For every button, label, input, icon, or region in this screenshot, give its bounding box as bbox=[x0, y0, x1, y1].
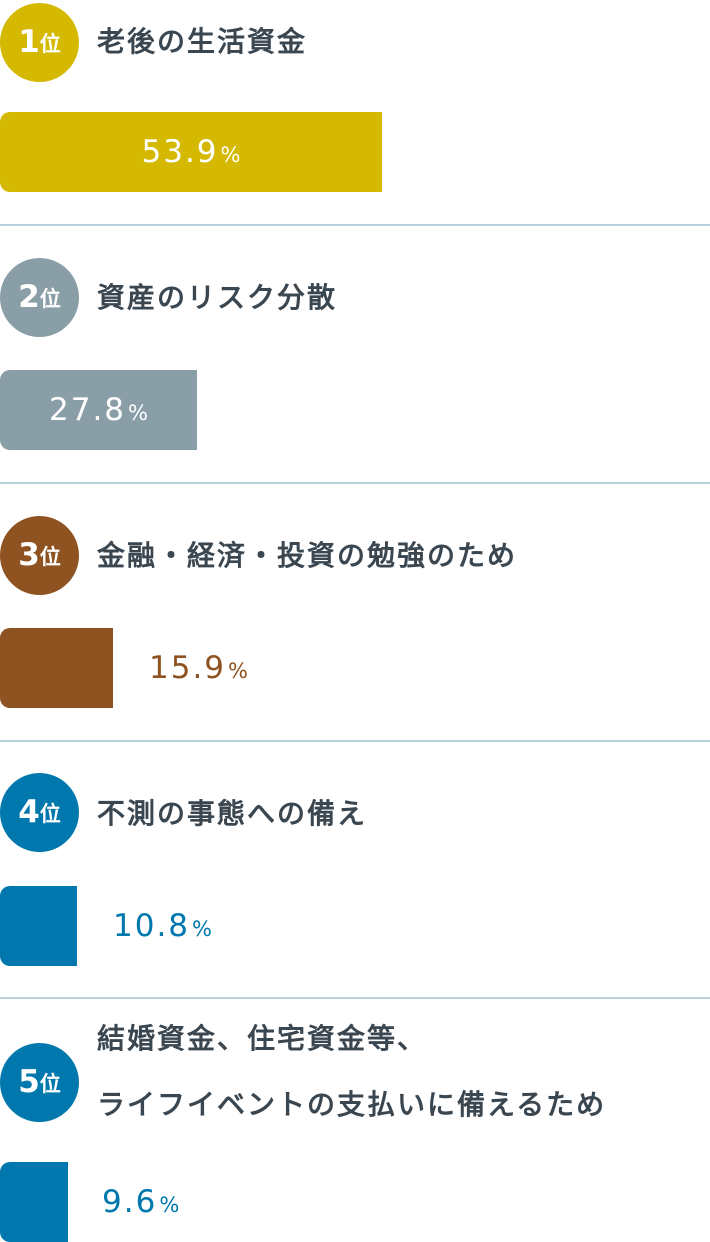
bar bbox=[0, 628, 113, 708]
rank-number: 1 bbox=[18, 24, 40, 60]
value-unit: % bbox=[228, 659, 248, 683]
category-label-line: 資産のリスク分散 bbox=[97, 281, 338, 314]
category-label: 老後の生活資金 bbox=[97, 9, 307, 75]
value-unit: % bbox=[159, 1193, 180, 1217]
category-label: 結婚資金、住宅資金等、ライフイベントの支払いに備えるため bbox=[97, 1006, 606, 1138]
bar bbox=[0, 886, 77, 966]
value-number: 15.9 bbox=[149, 650, 227, 686]
bar bbox=[0, 370, 197, 450]
rank-number: 5 bbox=[18, 1064, 40, 1100]
row-divider bbox=[0, 740, 710, 742]
row-divider bbox=[0, 997, 710, 999]
value-number: 27.8 bbox=[49, 392, 127, 428]
value-label: 9.6% bbox=[102, 1162, 179, 1242]
value-label: 53.9% bbox=[0, 112, 382, 192]
rank-number: 2 bbox=[18, 279, 40, 315]
category-label-line: 不測の事態への備え bbox=[97, 797, 368, 830]
category-label: 不測の事態への備え bbox=[97, 781, 367, 847]
rank-number: 3 bbox=[18, 537, 40, 573]
value-label: 27.8% bbox=[0, 370, 197, 450]
value-label: 15.9% bbox=[149, 628, 248, 708]
rank-suffix: 位 bbox=[39, 287, 61, 311]
category-label-line: 金融・経済・投資の勉強のため bbox=[97, 539, 518, 572]
category-label: 金融・経済・投資の勉強のため bbox=[97, 523, 517, 589]
bar bbox=[0, 1162, 68, 1242]
value-number: 53.9 bbox=[141, 134, 219, 170]
rank-suffix: 位 bbox=[39, 545, 61, 569]
value-unit: % bbox=[192, 917, 212, 941]
category-label: 資産のリスク分散 bbox=[97, 265, 337, 331]
rank-suffix: 位 bbox=[39, 1072, 61, 1096]
category-label-line: ライフイベントの支払いに備えるため bbox=[97, 1088, 607, 1121]
bar bbox=[0, 112, 382, 192]
value-number: 10.8 bbox=[113, 908, 191, 944]
row-divider bbox=[0, 482, 710, 484]
rank-number: 4 bbox=[18, 794, 40, 830]
value-unit: % bbox=[128, 401, 148, 425]
category-label-line: 結婚資金、住宅資金等、 bbox=[97, 1022, 428, 1055]
rank-suffix: 位 bbox=[39, 32, 61, 56]
value-unit: % bbox=[220, 143, 241, 167]
value-label: 10.8% bbox=[113, 886, 212, 966]
rank-suffix: 位 bbox=[39, 802, 61, 826]
row-divider bbox=[0, 224, 710, 226]
category-label-line: 老後の生活資金 bbox=[97, 25, 308, 58]
value-number: 9.6 bbox=[102, 1184, 158, 1220]
